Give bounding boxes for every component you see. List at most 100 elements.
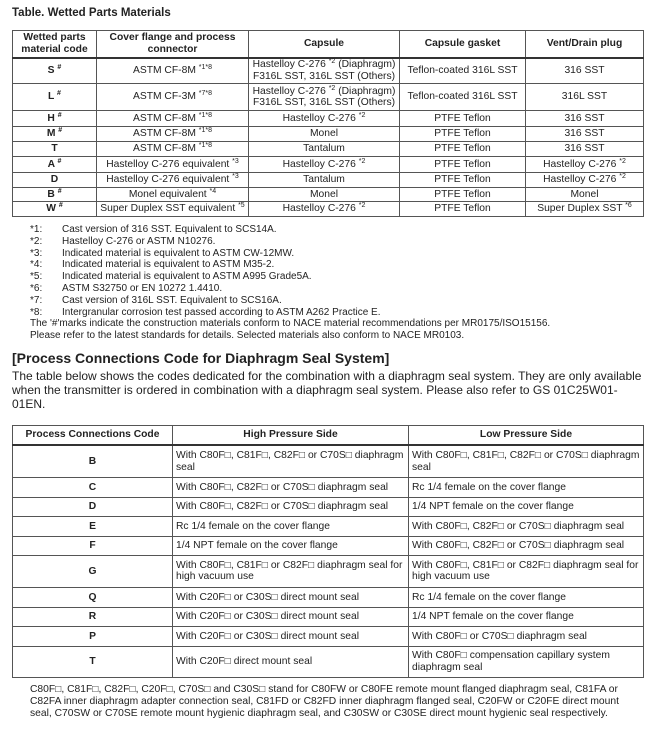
- footnote-ref: *2: [328, 84, 336, 92]
- vent-drain-material: 316 SST: [564, 143, 605, 155]
- nace-mark: #: [58, 202, 63, 210]
- cover-flange-cell: Monel equivalent *4: [96, 187, 249, 202]
- footnote-ref: *7*8: [198, 90, 213, 98]
- nace-mark: #: [57, 90, 61, 98]
- footnote-ref: *1*8: [198, 142, 213, 150]
- cover-flange-cell: Hastelloy C-276 equivalent *3: [96, 172, 249, 188]
- table-row: T ASTM CF-8M *1*8 Tantalum PTFE Teflon 316 S…: [12, 141, 644, 157]
- cover-flange-cell: ASTM CF-8M *1*8: [96, 57, 249, 84]
- cover-flange-material: Hastelloy C-276 equivalent: [106, 174, 230, 186]
- material-code: W: [46, 203, 56, 215]
- table-row: H # ASTM CF-8M *1*8 Hastelloy C-276 *2 PTFE…: [12, 110, 644, 127]
- high-pressure-side: 1/4 NPT female on the cover flange: [172, 535, 409, 556]
- footnote-text: Indicated material is equivalent to ASTM…: [62, 247, 295, 259]
- vent-drain-plug-cell: 316 SST: [525, 141, 644, 157]
- vent-drain-material: Monel: [570, 188, 599, 200]
- cover-flange-cell: ASTM CF-3M *7*8: [96, 83, 249, 111]
- low-pressure-side: 1/4 NPT female on the cover flange: [408, 496, 644, 517]
- cover-flange-cell: ASTM CF-8M *1*8: [96, 141, 249, 157]
- connection-code: P: [12, 625, 173, 647]
- footnote-ref: *4: [209, 187, 217, 195]
- material-code: H: [47, 112, 55, 124]
- capsule-cell: Monel: [248, 187, 400, 202]
- capsule-material: Hastelloy C-276: [252, 59, 326, 71]
- capsule-gasket-cell: PTFE Teflon: [399, 187, 526, 202]
- wetted-parts-table: Wetted parts material code Cover flange a…: [12, 30, 644, 217]
- capsule-cell: Hastelloy C-276 *2: [248, 201, 400, 217]
- vent-drain-material: 316 SST: [564, 128, 605, 140]
- high-pressure-side: With C20F□ direct mount seal: [172, 645, 409, 678]
- capsule-cell: Hastelloy C-276 *2: [248, 156, 400, 173]
- vent-drain-plug-cell: Hastelloy C-276 *2: [525, 156, 644, 173]
- cover-flange-material: Hastelloy C-276 equivalent: [106, 158, 230, 170]
- low-pressure-side: Rc 1/4 female on the cover flange: [408, 476, 644, 498]
- vent-drain-material: Super Duplex SST: [537, 203, 623, 215]
- material-code-cell: B #: [12, 187, 97, 202]
- material-code: A: [47, 158, 55, 170]
- material-code-cell: W #: [12, 201, 97, 217]
- footnote: *6: ASTM S32750 or EN 10272 1.4410.: [30, 283, 643, 295]
- low-pressure-side: With C80F□ compensation capillary system…: [408, 645, 644, 678]
- footnote-ref: *2: [619, 157, 626, 165]
- capsule-suffix: (Diaphragm): [335, 85, 396, 97]
- capsule-gasket-cell: PTFE Teflon: [399, 201, 526, 217]
- nace-mark: #: [57, 111, 62, 119]
- footnote: *8: Intergranular corrosion test passed a…: [30, 307, 643, 319]
- vent-drain-material: 316 SST: [564, 112, 605, 124]
- process-connections-table: Process Connections Code High Pressure Si…: [12, 424, 644, 678]
- footnote-ref: *2: [619, 173, 626, 181]
- footnote-ref: *1*8: [198, 111, 213, 119]
- header-row: Wetted parts material code Cover flange a…: [12, 30, 644, 59]
- connection-code: D: [12, 496, 173, 517]
- table-row: E Rc 1/4 female on the cover flange With C…: [12, 515, 644, 537]
- vent-drain-material: Hastelloy C-276: [543, 174, 617, 186]
- connection-code: E: [12, 515, 173, 537]
- capsule-gasket-cell: PTFE Teflon: [399, 126, 526, 142]
- table-row: A # Hastelloy C-276 equivalent *3 Hastello…: [12, 156, 644, 173]
- vent-drain-plug-cell: 316 SST: [525, 57, 644, 84]
- vent-drain-material: Hastelloy C-276: [543, 158, 617, 170]
- high-pressure-side: With C80F□, C81F□, C82F□ or C70S□ diaphr…: [172, 444, 409, 478]
- nace-mark: #: [57, 157, 62, 165]
- footnote-ref: *3: [232, 173, 239, 181]
- footnote-ref: *2: [328, 58, 336, 66]
- column-header: Capsule gasket: [399, 30, 526, 59]
- capsule-cell: Hastelloy C-276 *2 (Diaphragm) F316L SST,…: [248, 83, 400, 111]
- vent-drain-plug-cell: Monel: [525, 187, 644, 202]
- capsule-gasket-cell: Teflon-coated 316L SST: [399, 83, 526, 111]
- capsule-gasket-cell: Teflon-coated 316L SST: [399, 57, 526, 84]
- nace-mark: #: [57, 187, 62, 195]
- table-row: D With C80F□, C82F□ or C70S□ diaphragm se…: [12, 496, 644, 517]
- footer-note: C80F□, C81F□, C82F□, C20F□, C70S□ and C3…: [30, 683, 619, 719]
- low-pressure-side: Rc 1/4 female on the cover flange: [408, 586, 644, 608]
- material-code: M: [46, 128, 56, 140]
- footnote-label: *1:: [30, 224, 43, 235]
- low-pressure-side: With C80F□, C81F□ or C82F□ diaphragm sea…: [408, 554, 644, 588]
- footnote: *4: Indicated material is equivalent to A…: [30, 259, 643, 271]
- vent-drain-plug-cell: Super Duplex SST *6: [525, 201, 644, 217]
- material-code: B: [47, 188, 55, 200]
- table-row: S # ASTM CF-8M *1*8 Hastelloy C-276 *2 (Di…: [12, 57, 644, 84]
- nace-mark: #: [57, 64, 62, 71]
- nace-mark: #: [58, 127, 63, 135]
- table-row: F 1/4 NPT female on the cover flange With …: [12, 535, 644, 556]
- footnote-text: Cast version of 316 SST. Equivalent to S…: [62, 224, 277, 235]
- footnote-text: ASTM S32750 or EN 10272 1.4410.: [62, 282, 223, 294]
- connection-code: T: [12, 645, 173, 678]
- footnote-text: Intergranular corrosion test passed acco…: [62, 306, 381, 318]
- column-header: Process Connections Code: [12, 424, 173, 447]
- low-pressure-side: With C80F□, C81F□, C82F□ or C70S□ diaphr…: [408, 444, 644, 478]
- footnote-ref: *1*8: [198, 127, 213, 135]
- capsule-material: Tantalum: [303, 143, 345, 155]
- material-code-cell: H #: [12, 110, 97, 127]
- material-code-cell: T: [12, 141, 97, 157]
- capsule-material: Monel: [309, 188, 339, 200]
- table-row: B With C80F□, C81F□, C82F□ or C70S□ diaph…: [12, 444, 644, 478]
- cover-flange-cell: ASTM CF-8M *1*8: [96, 110, 249, 127]
- cover-flange-cell: ASTM CF-8M *1*8: [96, 126, 249, 142]
- footnote-label: *6:: [30, 282, 43, 294]
- material-code: T: [51, 143, 58, 155]
- high-pressure-side: With C80F□, C82F□ or C70S□ diaphragm sea…: [172, 496, 409, 517]
- column-header: Wetted parts material code: [12, 30, 97, 59]
- capsule-suffix: (Diaphragm): [335, 59, 396, 71]
